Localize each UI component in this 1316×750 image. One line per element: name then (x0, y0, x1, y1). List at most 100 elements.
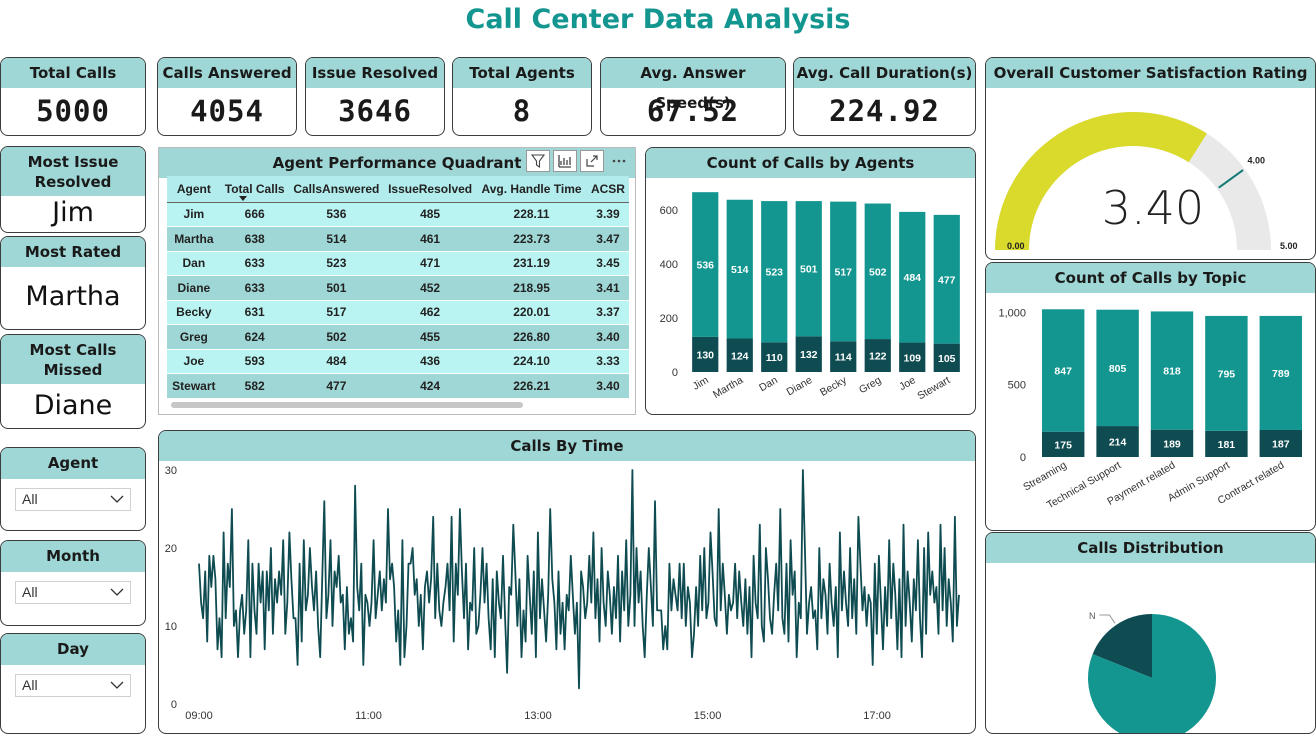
bar-segment-top[interactable] (864, 203, 891, 340)
dropdown-value: All (22, 491, 38, 507)
gauge-target-marker (1218, 169, 1244, 189)
agents-chart-card[interactable]: Count of Calls by Agents 0 200 400 600 130 53… (645, 147, 976, 415)
gauge-target-label: 4.00 (1247, 155, 1265, 165)
table-row[interactable]: Dan 633 523 471 231.19 3.45 (167, 251, 629, 276)
pie-slice[interactable] (1092, 614, 1152, 678)
chevron-down-icon (110, 681, 124, 689)
table-cell: 624 (220, 324, 289, 350)
card-value: Martha (25, 281, 121, 312)
bar-segment-bottom[interactable] (761, 342, 788, 372)
bar-segment-top[interactable] (1259, 315, 1303, 430)
bar-segment-bottom[interactable] (1205, 430, 1248, 457)
table-cell: 471 (384, 251, 477, 276)
bar-segment-top[interactable] (1205, 315, 1248, 431)
horizontal-scrollbar[interactable] (171, 402, 523, 408)
table-cell: 536 (288, 202, 385, 227)
day-dropdown[interactable]: All (15, 674, 131, 697)
x-tick-label: Becky (818, 374, 849, 399)
data-label: 477 (938, 274, 956, 286)
kpi-issue-resolved[interactable]: Issue Resolved 3646 (305, 57, 445, 136)
table-cell: 224.10 (476, 349, 587, 374)
satisfaction-gauge-card[interactable]: Overall Customer Satisfaction Rating 3.4… (985, 57, 1316, 260)
bar-segment-bottom[interactable] (726, 338, 753, 372)
bar-segment-bottom[interactable] (795, 336, 822, 372)
column-header-issue-resolved[interactable]: IssueResolved (384, 176, 477, 203)
time-chart-title: Calls By Time (159, 431, 975, 461)
kpi-total-agents[interactable]: Total Agents 8 (452, 57, 592, 136)
expand-icon[interactable] (580, 150, 604, 172)
table-row[interactable]: Becky 631 517 462 220.01 3.37 (167, 300, 629, 325)
bar-segment-top[interactable] (899, 211, 926, 343)
time-chart-card[interactable]: Calls By Time 0 10 20 30 09:00 11:00 13:00 15:0… (158, 430, 976, 734)
topics-chart-card[interactable]: Count of Calls by Topic 0 500 1,000 175 847 S… (985, 262, 1316, 531)
filter-icon[interactable] (526, 150, 550, 172)
x-tick-label: 11:00 (355, 710, 382, 722)
x-tick-label: Dan (757, 374, 780, 394)
slicer-day: Day All (0, 633, 146, 734)
kpi-avg-call-duration[interactable]: Avg. Call Duration(s) 224.92 (793, 57, 976, 136)
table-row[interactable]: Martha 638 514 461 223.73 3.47 (167, 226, 629, 252)
table-cell: 436 (384, 349, 477, 374)
table-cell: Diane (167, 275, 221, 301)
table-row[interactable]: Stewart 582 477 424 226.21 3.40 (167, 373, 629, 399)
column-header-acsr[interactable]: ACSR (586, 176, 629, 203)
kpi-total-calls[interactable]: Total Calls 5000 (0, 57, 146, 136)
table-row[interactable]: Joe 593 484 436 224.10 3.33 (167, 349, 629, 374)
kpi-calls-answered[interactable]: Calls Answered 4054 (157, 57, 297, 136)
month-dropdown[interactable]: All (15, 581, 131, 604)
series-line[interactable] (198, 469, 960, 690)
bar-segment-bottom[interactable] (864, 339, 891, 372)
bar-segment-top[interactable] (726, 199, 753, 339)
bar-segment-bottom[interactable] (899, 342, 926, 372)
bar-segment-bottom[interactable] (1096, 426, 1139, 457)
column-header-total-calls[interactable]: Total Calls (220, 176, 289, 203)
sort-desc-icon (239, 196, 247, 201)
bar-segment-top[interactable] (795, 201, 822, 337)
kpi-avg-answer-speed[interactable]: Avg. Answer Speed(s) 67.52 (600, 57, 786, 136)
more-options-icon[interactable] (607, 150, 631, 172)
kpi-label: Total Calls (1, 58, 145, 88)
table-cell: 218.95 (476, 275, 587, 301)
agent-dropdown[interactable]: All (15, 488, 131, 511)
table-row[interactable]: Greg 624 502 455 226.80 3.40 (167, 324, 629, 350)
bar-segment-top[interactable] (761, 201, 788, 343)
data-label: 536 (696, 260, 714, 272)
column-header-calls-answered[interactable]: CallsAnswered (288, 176, 385, 203)
card-most-issue-resolved[interactable]: Most Issue Resolved Jim (0, 146, 146, 233)
table-header-row: Agent Total Calls CallsAnswered IssueRes… (167, 176, 629, 203)
bar-segment-top[interactable] (692, 192, 719, 337)
bar-segment-top[interactable] (933, 214, 960, 344)
kpi-value: 8 (512, 94, 532, 128)
data-label: 501 (800, 264, 818, 276)
column-header-agent[interactable]: Agent (167, 176, 221, 203)
data-label: 789 (1272, 368, 1290, 380)
table-cell: 517 (288, 300, 385, 325)
agents-chart-title: Count of Calls by Agents (646, 148, 975, 178)
agents-bar-chart: 0 200 400 600 130 536 Jim 124 514 Martha 110 523 Dan… (660, 192, 960, 402)
agent-performance-table-visual[interactable]: Agent Performance Quadrant Agent Total C… (158, 147, 636, 415)
x-tick-label: Joe (897, 374, 918, 393)
bar-segment-top[interactable] (830, 201, 857, 342)
card-most-rated[interactable]: Most Rated Martha (0, 236, 146, 330)
bar-segment-bottom[interactable] (692, 336, 719, 372)
bar-segment-bottom[interactable] (1041, 431, 1085, 457)
data-label: 105 (938, 353, 956, 365)
distribution-chart-card[interactable]: Calls Distribution NY (985, 532, 1316, 734)
bar-segment-bottom[interactable] (1259, 429, 1303, 457)
table-row[interactable]: Jim 666 536 485 228.11 3.39 (167, 202, 629, 227)
data-label: 187 (1272, 438, 1290, 450)
column-header-avg-handle-time[interactable]: Avg. Handle Time (476, 176, 587, 203)
card-most-calls-missed[interactable]: Most Calls Missed Diane (0, 334, 146, 429)
bar-segment-bottom[interactable] (933, 343, 960, 372)
bar-segment-top[interactable] (1096, 309, 1139, 427)
bar-segment-bottom[interactable] (830, 341, 857, 372)
table-row[interactable]: Diane 633 501 452 218.95 3.41 (167, 275, 629, 301)
table-cell: 484 (288, 349, 385, 374)
focus-mode-icon[interactable] (553, 150, 577, 172)
bar-segment-bottom[interactable] (1150, 429, 1194, 457)
bar-segment-top[interactable] (1150, 311, 1194, 430)
data-label: 130 (696, 349, 714, 361)
pie-slice[interactable] (1088, 614, 1216, 734)
bar-segment-top[interactable] (1041, 309, 1085, 432)
